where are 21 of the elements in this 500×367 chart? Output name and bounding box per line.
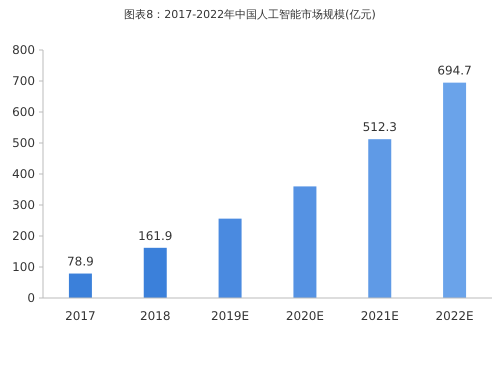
- y-tick-label: 0: [27, 291, 35, 305]
- chart-title: 图表8：2017-2022年中国人工智能市场规模(亿元): [124, 8, 376, 21]
- data-label: 512.3: [362, 120, 397, 134]
- data-label: 694.7: [437, 64, 472, 78]
- y-tick-label: 400: [12, 167, 35, 181]
- y-tick-label: 800: [12, 43, 35, 57]
- x-tick-label: 2020E: [286, 309, 324, 323]
- y-tick-label: 200: [12, 229, 35, 243]
- data-label: 78.9: [67, 254, 94, 269]
- x-tick-label: 2021E: [360, 309, 399, 323]
- x-tick-label: 2017: [65, 309, 96, 323]
- y-tick-label: 700: [12, 74, 35, 88]
- x-tick-label: 2022E: [436, 309, 474, 323]
- x-tick-label: 2018: [140, 309, 171, 323]
- y-tick-label: 500: [12, 136, 35, 150]
- y-tick-label: 100: [12, 260, 35, 274]
- data-label: 161.9: [138, 228, 172, 243]
- plot: 0 100 200 300 400 500 600 700 800 78.9 161.9 512.3 694.7 2017 2018 2019E 2020E 2021E 2022E: [12, 43, 492, 323]
- x-tick-label: 2019E: [211, 309, 250, 323]
- y-tick-label: 300: [12, 198, 35, 212]
- y-tick-label: 600: [12, 105, 35, 119]
